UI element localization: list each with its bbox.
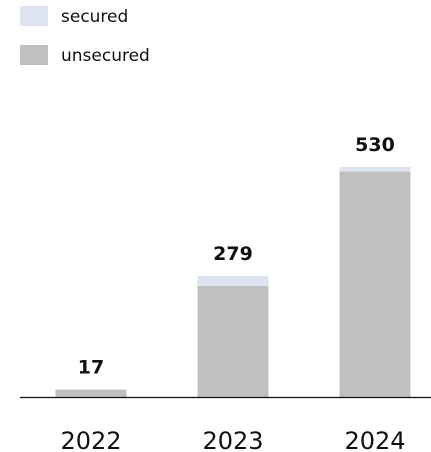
data-labels: 17 279 530	[78, 134, 395, 379]
data-label-2024: 530	[355, 134, 395, 156]
data-label-2022: 17	[78, 357, 104, 379]
bar-secured-2023	[197, 275, 269, 286]
bar-unsecured-2023	[197, 285, 269, 397]
legend-swatch-unsecured	[20, 45, 48, 65]
bar-unsecured-2024	[339, 171, 411, 397]
bar-secured-2024	[339, 167, 411, 172]
x-tick-labels: 2022 2023 2024	[60, 427, 405, 452]
x-tick-label-2023: 2023	[202, 427, 263, 452]
legend-label-unsecured: unsecured	[61, 46, 150, 66]
x-tick-label-2022: 2022	[60, 427, 121, 452]
x-tick-label-2024: 2024	[344, 427, 405, 452]
data-label-2023: 279	[213, 243, 253, 265]
legend-swatch-secured	[20, 6, 48, 26]
legend: secured unsecured	[20, 6, 150, 66]
bars	[55, 167, 411, 397]
legend-label-secured: secured	[61, 7, 128, 27]
bar-unsecured-2022	[55, 389, 127, 397]
